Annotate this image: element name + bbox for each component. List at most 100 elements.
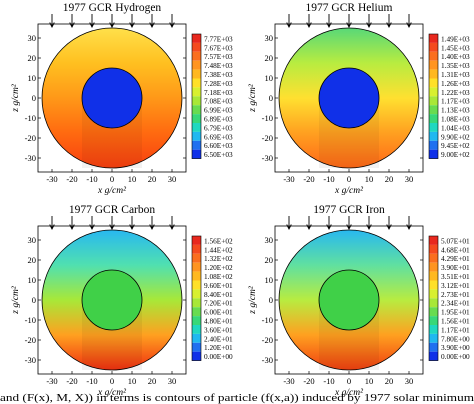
colorbar-label: 1.22E+03	[441, 88, 470, 97]
colorbar-swatch	[192, 34, 201, 43]
panel-carbon: 1977 GCR Carbon -30 -20 -10 0 10 20 30 -30 -20 -10…	[11, 204, 233, 398]
colorbar-swatch	[429, 298, 438, 308]
panel-title: 1977 GCR Hydrogen	[63, 2, 162, 14]
colorbar-swatch	[192, 140, 201, 150]
y-tick-label: 30	[28, 33, 37, 43]
panel-title: 1977 GCR Helium	[306, 2, 393, 14]
colorbar-label: 1.17E+03	[441, 97, 470, 106]
y-tick-label: 0	[269, 93, 273, 103]
colorbar-swatch	[192, 105, 201, 115]
colorbar-label: 6.89E+03	[204, 115, 233, 124]
inner-core	[318, 269, 380, 331]
colorbar-label: 3.90E+01	[441, 263, 470, 272]
colorbar-swatch	[192, 123, 201, 132]
colorbar-swatch	[429, 351, 438, 361]
x-tick-label: 0	[347, 174, 351, 184]
colorbar-swatch	[192, 114, 201, 123]
y-tick-label: -10	[262, 315, 273, 325]
colorbar-label: 5.07E+01	[441, 236, 470, 245]
colorbar-label: 1.56E+01	[441, 317, 470, 326]
colorbar-label: 7.48E+03	[204, 61, 233, 70]
x-axis-label: x g/cm²	[97, 388, 126, 398]
colorbar-label: 2.34E+01	[441, 299, 470, 308]
y-tick-label: 0	[32, 93, 36, 103]
x-tick-label: 30	[168, 376, 177, 386]
colorbar-label: 9.45E+02	[441, 141, 470, 150]
colorbar-label: 6.79E+03	[204, 123, 233, 132]
colorbar-label: 1.26E+03	[441, 79, 470, 88]
panel-title: 1977 GCR Carbon	[69, 204, 156, 216]
colorbar-swatch	[192, 96, 201, 106]
y-tick-label: -30	[262, 153, 273, 163]
colorbar-label: 4.68E+01	[441, 245, 470, 254]
x-tick-label: 0	[347, 376, 351, 386]
colorbar-swatch	[192, 60, 201, 70]
colorbar-label: 7.20E+01	[204, 299, 233, 308]
y-tick-label: -30	[25, 355, 36, 365]
colorbar-swatch	[192, 78, 201, 88]
x-tick-label: 20	[385, 174, 394, 184]
colorbar-swatch	[192, 87, 201, 97]
colorbar-label: 8.40E+01	[204, 290, 233, 299]
colorbar-swatch	[429, 69, 438, 79]
colorbar-label: 1.44E+02	[204, 245, 233, 254]
x-tick-label: 10	[128, 376, 137, 386]
inner-core	[318, 67, 380, 129]
panel-title: 1977 GCR Iron	[313, 204, 385, 216]
x-tick-label: -30	[46, 174, 57, 184]
panel-hydrogen: 1977 GCR Hydrogen-30 -20 -10 0 10 20 30-30-20-…	[11, 2, 233, 196]
colorbar-swatch	[192, 298, 201, 308]
colorbar-swatch	[429, 342, 438, 352]
colorbar-label: 6.60E+03	[204, 141, 233, 150]
colorbar-swatch	[429, 289, 438, 299]
colorbar-label: 7.77E+03	[204, 34, 233, 43]
colorbar-label: 2.40E+01	[204, 334, 233, 343]
x-tick-label: 30	[168, 174, 177, 184]
y-tick-label: 20	[28, 255, 37, 265]
colorbar-swatch	[429, 131, 438, 141]
x-tick-label: -20	[303, 174, 314, 184]
y-tick-label: -20	[262, 335, 273, 345]
y-tick-label: 30	[265, 235, 274, 245]
y-axis-label: z g/cm²	[11, 286, 21, 315]
colorbar-label: 3.51E+01	[441, 272, 470, 281]
colorbar-swatch	[192, 262, 201, 272]
x-tick-label: -30	[46, 376, 57, 386]
colorbar-label: 7.80E+00	[441, 334, 470, 343]
colorbar-label: 0.00E+00	[204, 352, 233, 361]
inner-core	[81, 67, 143, 129]
panel-iron: 1977 GCR Iron -30 -20 -10 0 10 20 30 -30 -20 -10 0 1…	[248, 204, 470, 398]
colorbar-swatch	[192, 316, 201, 325]
colorbar-swatch	[429, 253, 438, 263]
colorbar-swatch	[429, 114, 438, 123]
colorbar-swatch	[192, 280, 201, 290]
colorbar-swatch	[429, 87, 438, 97]
y-axis-label: z g/cm²	[248, 286, 258, 315]
colorbar-swatch	[192, 51, 201, 61]
colorbar-swatch	[192, 333, 201, 343]
colorbar-label: 0.00E+00	[441, 352, 470, 361]
colorbar-swatch	[192, 149, 201, 159]
x-tick-label: -10	[86, 174, 97, 184]
y-tick-label: 10	[28, 275, 37, 285]
colorbar-swatch	[192, 253, 201, 263]
y-tick-label: 30	[265, 33, 274, 43]
colorbar-frame	[428, 33, 439, 159]
x-tick-label: -10	[86, 376, 97, 386]
colorbar-label: 1.13E+03	[441, 106, 470, 115]
y-tick-label: -10	[25, 113, 36, 123]
x-tick-label: 30	[405, 174, 414, 184]
colorbar-swatch	[429, 149, 438, 159]
x-tick-label: -30	[283, 376, 294, 386]
x-tick-label: 30	[405, 376, 414, 386]
x-tick-label: 10	[365, 376, 374, 386]
colorbar-swatch	[192, 236, 201, 245]
colorbar-swatch	[192, 271, 201, 281]
colorbar-swatch	[192, 131, 201, 141]
x-tick-label: 10	[365, 174, 374, 184]
colorbar-label: 1.40E+03	[441, 52, 470, 61]
colorbar-swatch	[429, 333, 438, 343]
x-tick-label: -20	[303, 376, 314, 386]
colorbar-label: 9.00E+02	[441, 150, 470, 159]
y-tick-label: 10	[265, 275, 274, 285]
